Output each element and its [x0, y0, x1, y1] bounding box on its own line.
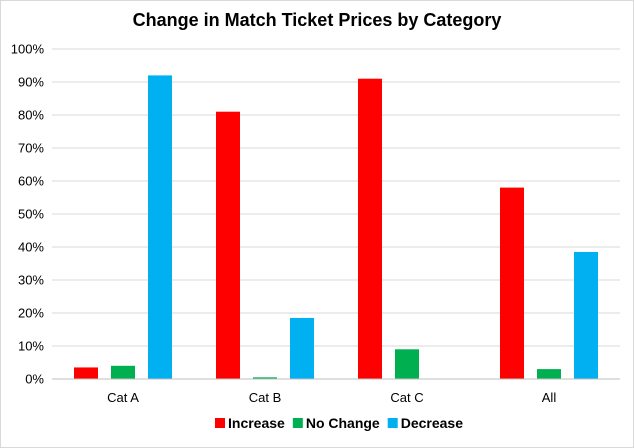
legend-label: Increase: [228, 415, 285, 431]
y-tick-label: 50%: [18, 207, 44, 222]
gridlines: [52, 48, 620, 347]
y-tick-label: 90%: [18, 75, 44, 90]
legend-swatch-no-change: [292, 418, 303, 428]
x-tick-label: Cat A: [107, 390, 139, 405]
y-tick-label: 70%: [18, 141, 44, 156]
bar-no-change: [111, 365, 135, 379]
x-tick-label: Cat B: [249, 390, 282, 405]
legend-label: Decrease: [401, 415, 463, 431]
x-tick-label: Cat C: [390, 390, 423, 405]
y-tick-label: 0%: [25, 372, 44, 387]
bar-no-change: [537, 369, 561, 379]
legend-swatch-increase: [215, 418, 225, 428]
y-tick-label: 20%: [18, 306, 44, 321]
y-axis: 0% 10% 20% 30% 40% 50% 60% 70% 80% 90% 100%: [11, 42, 45, 387]
bar-increase: [500, 187, 524, 379]
chart-title: Change in Match Ticket Prices by Categor…: [132, 10, 502, 30]
x-axis: Cat A Cat B Cat C All: [52, 378, 620, 405]
bar-increase: [216, 111, 240, 379]
y-tick-label: 100%: [11, 42, 45, 57]
x-tick-label: All: [542, 390, 557, 405]
bar-increase: [74, 367, 98, 379]
bars: [74, 75, 598, 380]
y-tick-label: 10%: [18, 339, 44, 354]
y-tick-label: 80%: [18, 108, 44, 123]
bar-decrease: [290, 317, 314, 379]
legend: Increase No Change Decrease: [215, 415, 463, 431]
legend-swatch-decrease: [387, 418, 398, 428]
bar-no-change: [253, 377, 277, 379]
bar-decrease: [148, 75, 172, 380]
y-tick-label: 30%: [18, 273, 44, 288]
bar-decrease: [574, 251, 598, 379]
y-tick-label: 40%: [18, 240, 44, 255]
bar-no-change: [395, 349, 419, 379]
y-tick-label: 60%: [18, 174, 44, 189]
bar-increase: [358, 78, 382, 379]
legend-label: No Change: [306, 415, 380, 431]
